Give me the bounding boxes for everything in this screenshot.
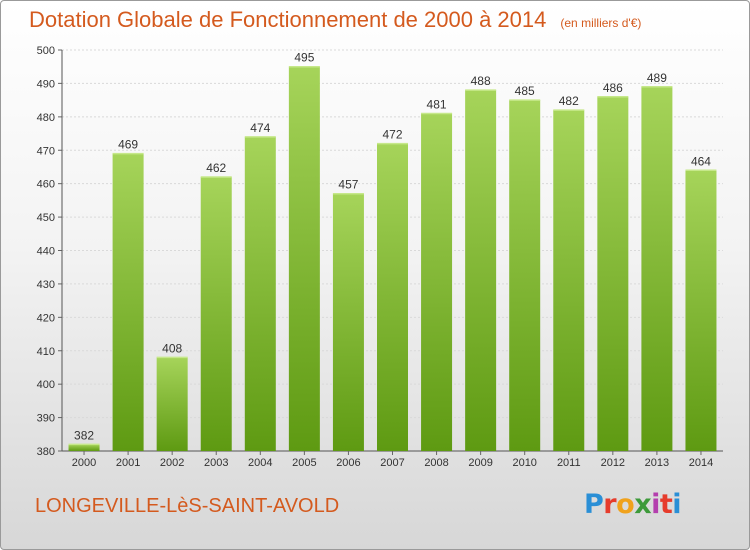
logo-letter: i	[651, 489, 660, 520]
y-tick-label: 460	[37, 179, 55, 191]
bar-value-label: 474	[250, 121, 270, 135]
bar-value-label: 382	[74, 428, 94, 442]
title-text: Dotation Globale de Fonctionnement de 20…	[29, 7, 547, 32]
x-tick-label: 2007	[380, 457, 404, 469]
x-tick-label: 2006	[336, 457, 360, 469]
y-tick-label: 390	[37, 413, 55, 425]
bar-value-label: 462	[206, 161, 226, 175]
x-tick-label: 2013	[645, 457, 669, 469]
bar-value-label: 488	[471, 74, 491, 88]
y-tick-label: 450	[37, 212, 55, 224]
bar	[244, 136, 276, 451]
logo-letter: t	[659, 489, 673, 520]
proxiti-logo: Proxiti	[584, 489, 682, 520]
bar	[112, 153, 144, 451]
y-tick-label: 440	[37, 246, 55, 258]
x-tick-label: 2012	[601, 457, 625, 469]
y-tick-label: 480	[37, 112, 55, 124]
logo-letter: i	[672, 489, 682, 520]
bar-value-label: 495	[294, 51, 314, 65]
bar	[332, 193, 364, 452]
x-tick-label: 2000	[72, 457, 96, 469]
x-tick-label: 2003	[204, 457, 228, 469]
bar-value-label: 469	[118, 138, 138, 152]
x-tick-label: 2005	[292, 457, 316, 469]
bar-value-label: 481	[427, 97, 447, 111]
bar	[597, 96, 629, 452]
y-tick-label: 420	[37, 312, 55, 324]
bar	[200, 176, 232, 451]
bar	[156, 357, 188, 451]
bar-value-label: 486	[603, 81, 623, 95]
bar-value-label: 464	[691, 154, 711, 168]
bar-value-label: 457	[338, 178, 358, 192]
y-tick-label: 490	[37, 78, 55, 90]
x-tick-label: 2009	[468, 457, 492, 469]
logo-letter: r	[603, 489, 617, 520]
y-tick-label: 500	[37, 45, 55, 57]
x-tick-label: 2011	[557, 457, 581, 469]
bar-value-label: 489	[647, 71, 667, 85]
bar	[421, 113, 453, 451]
y-tick-label: 380	[37, 446, 55, 458]
y-tick-label: 430	[37, 279, 55, 291]
logo-letter: P	[584, 489, 604, 520]
bar-value-label: 408	[162, 341, 182, 355]
chart-title: Dotation Globale de Fonctionnement de 20…	[29, 7, 641, 33]
y-tick-label: 400	[37, 379, 55, 391]
logo-letter: o	[616, 489, 635, 520]
y-tick-label: 410	[37, 346, 55, 358]
bar	[685, 170, 717, 452]
bar	[288, 66, 320, 451]
bar	[553, 110, 585, 452]
bar	[641, 86, 673, 451]
x-tick-label: 2001	[116, 457, 140, 469]
unit-label: (en milliers d'€)	[560, 16, 642, 30]
logo-letter: x	[634, 489, 652, 520]
bar	[68, 444, 100, 451]
x-tick-label: 2010	[512, 457, 536, 469]
bar-value-label: 472	[382, 128, 402, 142]
bar	[465, 90, 497, 451]
bar	[509, 100, 541, 451]
x-tick-label: 2008	[424, 457, 448, 469]
x-tick-label: 2014	[689, 457, 713, 469]
bar-value-label: 485	[515, 84, 535, 98]
commune-name: LONGEVILLE-LèS-SAINT-AVOLD	[35, 495, 340, 517]
bar	[377, 143, 408, 452]
y-tick-label: 470	[37, 145, 55, 157]
bar-value-label: 482	[559, 94, 579, 108]
x-tick-label: 2002	[160, 457, 184, 469]
x-tick-label: 2004	[248, 457, 272, 469]
